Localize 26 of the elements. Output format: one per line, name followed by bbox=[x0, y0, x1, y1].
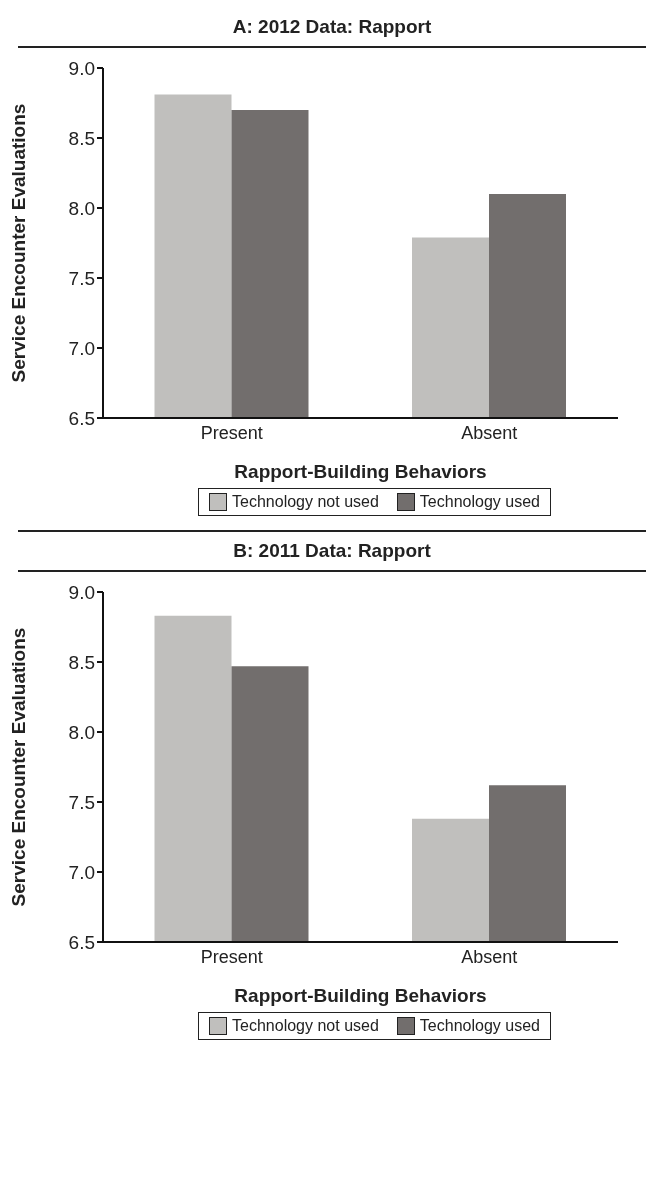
y-tick-label: 8.0 bbox=[68, 721, 95, 743]
y-axis-title: Service Encounter Evaluations bbox=[7, 103, 29, 383]
y-tick-label: 8.0 bbox=[68, 197, 95, 219]
y-tick-label: 8.5 bbox=[68, 127, 95, 149]
x-axis-title: Rapport-Building Behaviors bbox=[234, 985, 487, 1006]
y-axis-title: Service Encounter Evaluations bbox=[7, 627, 29, 907]
x-tick-label: Absent bbox=[461, 422, 518, 443]
y-tick-label: 6.5 bbox=[68, 407, 95, 429]
y-tick-label: 7.0 bbox=[68, 337, 95, 359]
y-tick-label: 7.5 bbox=[68, 267, 95, 289]
x-tick-label: Absent bbox=[461, 946, 518, 967]
y-tick-label: 8.5 bbox=[68, 651, 95, 673]
y-tick-label: 9.0 bbox=[68, 581, 95, 603]
x-axis-title: Rapport-Building Behaviors bbox=[234, 461, 487, 482]
y-tick-label: 6.5 bbox=[68, 931, 95, 953]
legend-label: Technology used bbox=[419, 493, 540, 511]
legend-label: Technology not used bbox=[232, 493, 379, 511]
y-tick-label: 7.0 bbox=[68, 861, 95, 883]
x-tick-label: Present bbox=[200, 422, 263, 443]
y-tick-label: 7.5 bbox=[68, 791, 95, 813]
chart-title: B: 2011 Data: Rapport bbox=[18, 530, 646, 572]
y-tick-label: 9.0 bbox=[68, 57, 95, 79]
chart-title: A: 2012 Data: Rapport bbox=[18, 8, 646, 48]
legend-label: Technology used bbox=[419, 1017, 540, 1035]
legend-label: Technology not used bbox=[232, 1017, 379, 1035]
x-tick-label: Present bbox=[200, 946, 263, 967]
